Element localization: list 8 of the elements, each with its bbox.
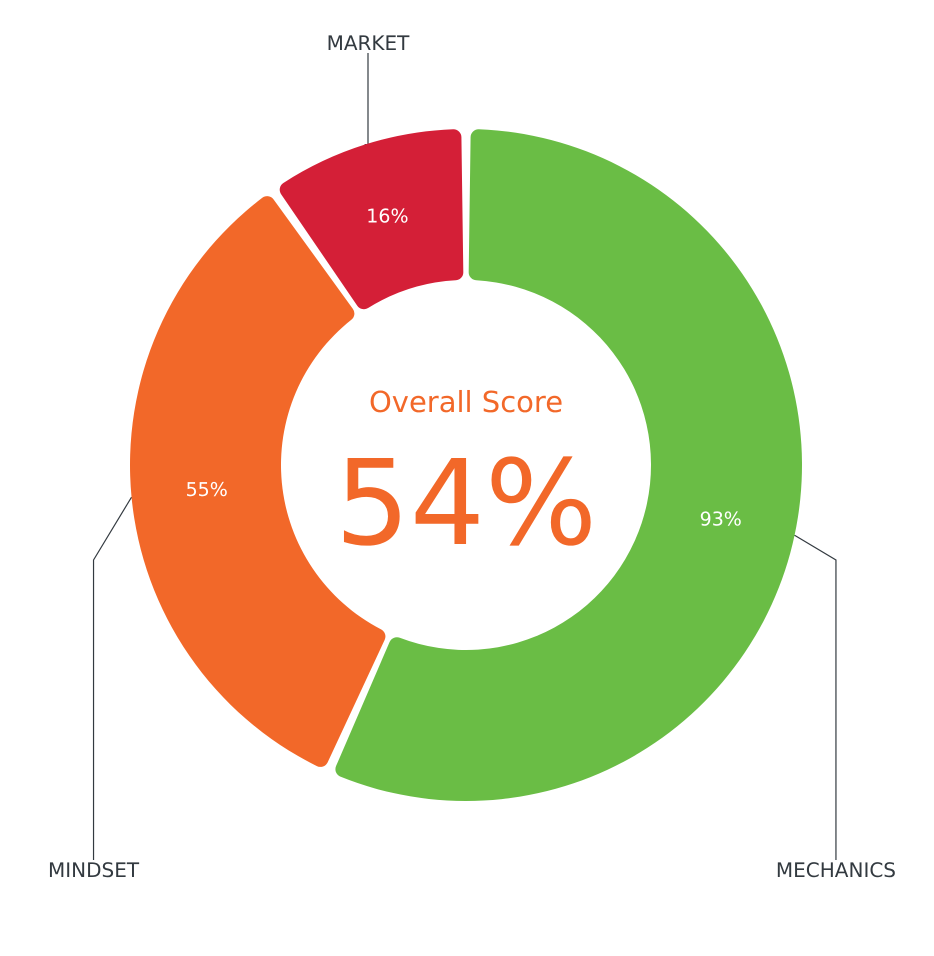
- text: 54%: [334, 434, 598, 572]
- slice-label: MECHANICS: [776, 858, 896, 882]
- slice-label: MINDSET: [48, 858, 140, 882]
- data-label: 55%: [186, 478, 228, 501]
- data-label: 93%: [700, 508, 742, 530]
- text: Overall Score: [368, 385, 564, 419]
- data-label: 16%: [366, 206, 409, 228]
- slice-label: MARKET: [326, 31, 410, 55]
